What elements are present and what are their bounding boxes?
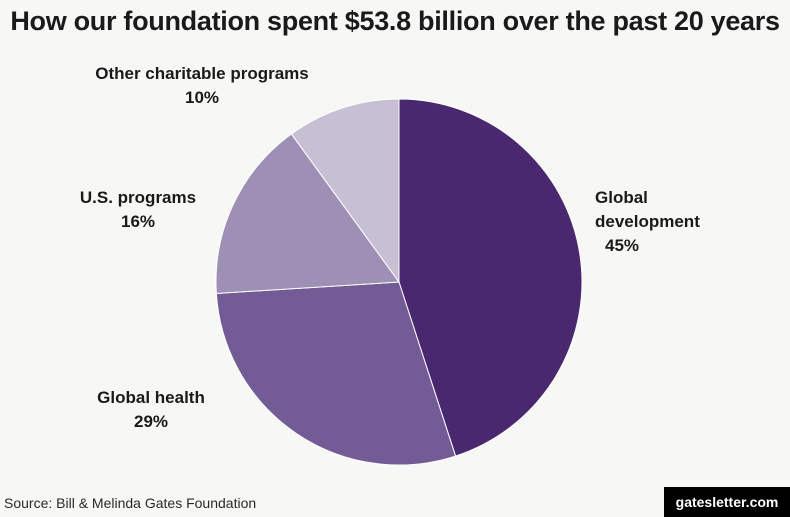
slice-name-other: Other charitable programs (95, 64, 309, 83)
slice-name-development: Global development (595, 188, 700, 231)
label-other-charitable-programs: Other charitable programs 10% (40, 62, 364, 110)
label-us-programs: U.S. programs 16% (60, 186, 216, 234)
slice-value-other: 10% (184, 88, 220, 107)
source-note: Source: Bill & Melinda Gates Foundation (4, 495, 257, 511)
pie-slice-other-charitable-programs (290, 98, 400, 284)
pie-slice-u-s-programs (215, 133, 400, 295)
pie-slice-global-development (398, 98, 583, 457)
slice-name-us: U.S. programs (79, 188, 197, 207)
slice-value-health: 29% (133, 412, 169, 431)
slice-value-us: 16% (120, 212, 156, 231)
label-global-development: Global development 45% (595, 186, 700, 258)
slice-value-development: 45% (605, 236, 640, 255)
slice-name-health: Global health (97, 388, 205, 407)
label-global-health: Global health 29% (60, 386, 242, 434)
pie-slice-global-health (215, 281, 457, 466)
chart-title: How our foundation spent $53.8 billion o… (10, 6, 780, 36)
pie-slices (215, 98, 583, 466)
brand-link[interactable]: gatesletter.com (664, 487, 790, 517)
